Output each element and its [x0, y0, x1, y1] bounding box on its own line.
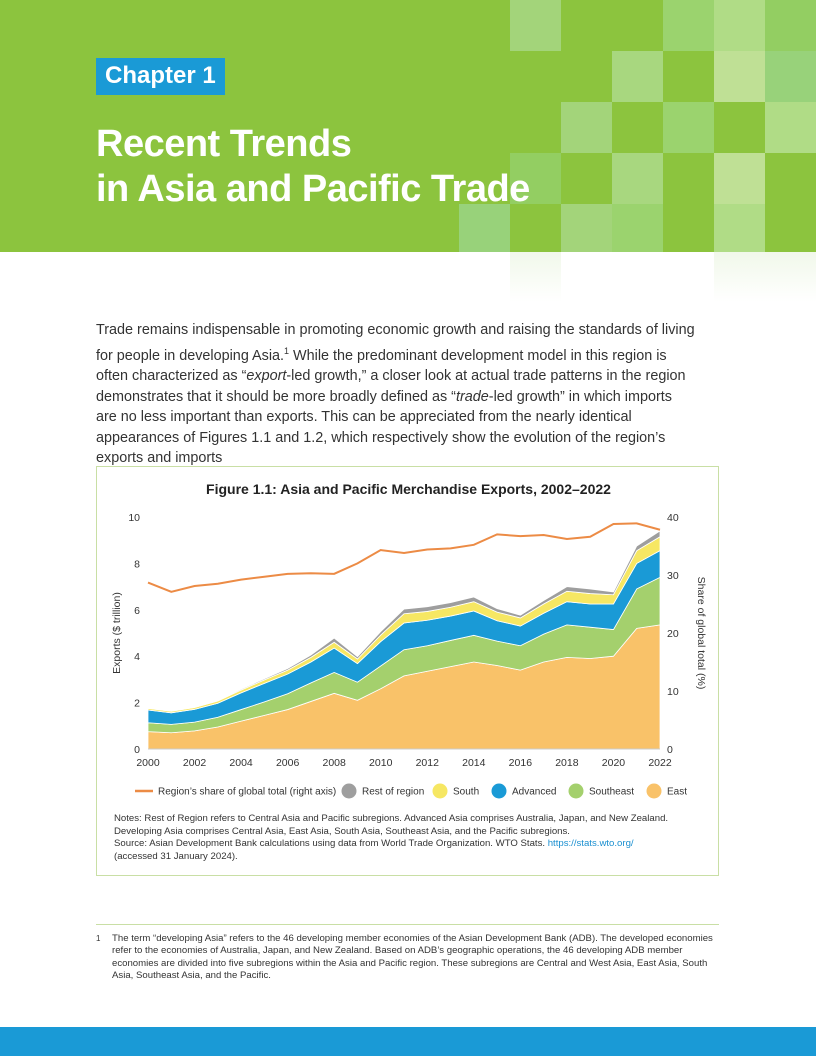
- intro-emphasis-trade: trade: [455, 388, 489, 405]
- legend-label: East: [667, 787, 687, 798]
- y2-tick-label: 30: [667, 570, 679, 582]
- x-tick-label: 2004: [229, 757, 253, 769]
- y2-tick-label: 40: [667, 512, 679, 524]
- area-series-rest-of-region: [147, 530, 661, 712]
- y2-axis-title: Share of global total (%): [695, 577, 707, 690]
- banner-tile: [459, 204, 510, 252]
- legend-label: South: [453, 787, 479, 798]
- x-tick-label: 2022: [648, 757, 672, 769]
- banner-tile: [561, 102, 612, 153]
- y-tick-label: 10: [128, 512, 140, 524]
- y2-tick-label: 20: [667, 628, 679, 640]
- banner-tile: [714, 153, 765, 204]
- exports-chart: 0 2 4 6 8 10 0 10 20 30 40 2000 2002 2004 2006 2008 2010…: [111, 512, 707, 799]
- legend-label: Southeast: [589, 787, 634, 798]
- source-line: Source: Asian Development Bank calculati…: [114, 838, 714, 851]
- x-tick-label: 2006: [276, 757, 300, 769]
- intro-paragraph: Trade remains indispensable in promoting…: [96, 320, 696, 469]
- chapter-banner: Chapter 1 Recent Trends in Asia and Paci…: [0, 0, 816, 252]
- y-tick-label: 0: [134, 744, 140, 756]
- intro-text-2: While the predominant development model …: [96, 347, 667, 384]
- legend-label: Rest of region: [362, 787, 424, 798]
- y-tick-label: 8: [134, 558, 140, 570]
- title-line-2: in Asia and Pacific Trade: [96, 168, 530, 210]
- x-tick-label: 2020: [602, 757, 626, 769]
- notes-line-1: Notes: Rest of Region refers to Central …: [114, 813, 669, 824]
- banner-tile: [663, 102, 714, 153]
- banner-tile: [714, 204, 765, 252]
- legend-label: Advanced: [512, 787, 556, 798]
- banner-tile: [510, 0, 561, 51]
- share-line-series: [147, 522, 661, 593]
- y-tick-label: 6: [134, 605, 140, 617]
- y-tick-label: 2: [134, 698, 140, 710]
- footnote-divider: [96, 924, 719, 925]
- banner-tile: [714, 51, 765, 102]
- banner-tile: [561, 204, 612, 252]
- title-line-1: Recent Trends: [96, 123, 352, 165]
- chapter-badge: Chapter 1: [96, 58, 225, 95]
- intro-text-3: -led growth,” a closer look at actual tr…: [96, 367, 686, 405]
- footnote-text: The term “developing Asia” refers to the…: [112, 933, 713, 982]
- intro-text-4: -led growth” in which imports are no les…: [96, 388, 672, 467]
- banner-tile: [663, 0, 714, 51]
- legend-swatch: [432, 783, 448, 799]
- banner-tile: [714, 0, 765, 51]
- notes-line-2: Developing Asia comprises Central Asia, …: [114, 825, 570, 837]
- fading-tile: [714, 252, 765, 302]
- x-tick-label: 2010: [369, 757, 393, 769]
- legend-label: Region’s share of global total (right ax…: [158, 787, 336, 798]
- x-tick-label: 2008: [323, 757, 347, 769]
- legend-swatch: [568, 783, 584, 799]
- intro-emphasis-export: export: [246, 367, 287, 384]
- y-axis-title: Exports ($ trillion): [111, 592, 123, 674]
- source-link[interactable]: https://stats.wto.org/: [547, 838, 634, 850]
- bottom-bar: [0, 1027, 816, 1056]
- y-tick-label: 4: [134, 651, 140, 663]
- y2-tick-label: 10: [667, 686, 679, 698]
- figure-notes: Notes: Rest of Region refers to Central …: [114, 813, 714, 863]
- figure-box: Figure 1.1: Asia and Pacific Merchandise…: [96, 466, 719, 876]
- x-tick-label: 2018: [555, 757, 579, 769]
- banner-tile: [765, 51, 816, 102]
- x-tick-label: 2002: [183, 757, 207, 769]
- legend-swatch: [491, 783, 507, 799]
- x-tick-label: 2014: [462, 757, 486, 769]
- banner-tile: [612, 153, 663, 204]
- banner-tile: [765, 0, 816, 51]
- source-text: Source: Asian Development Bank calculati…: [114, 838, 548, 850]
- banner-tile: [510, 153, 561, 204]
- y2-tick-label: 0: [667, 744, 673, 756]
- x-tick-label: 2012: [416, 757, 440, 769]
- accessed-line: (accessed 31 January 2024).: [114, 850, 238, 862]
- banner-tile: [612, 51, 663, 102]
- figure-title: Figure 1.1: Asia and Pacific Merchandise…: [206, 481, 611, 497]
- x-tick-label: 2016: [509, 757, 533, 769]
- footnote-number: 1: [96, 934, 101, 943]
- intro-text-1: Trade remains indispensable in promoting…: [96, 322, 695, 364]
- legend-swatch: [341, 783, 357, 799]
- fading-tile: [765, 252, 816, 302]
- banner-tile: [765, 102, 816, 153]
- page-title: Recent Trends in Asia and Pacific Trade: [96, 122, 530, 212]
- legend-swatch: [646, 783, 662, 799]
- banner-tile: [612, 204, 663, 252]
- footnote-ref[interactable]: 1: [284, 345, 290, 356]
- fading-tile: [510, 252, 561, 302]
- x-tick-label: 2000: [136, 757, 160, 769]
